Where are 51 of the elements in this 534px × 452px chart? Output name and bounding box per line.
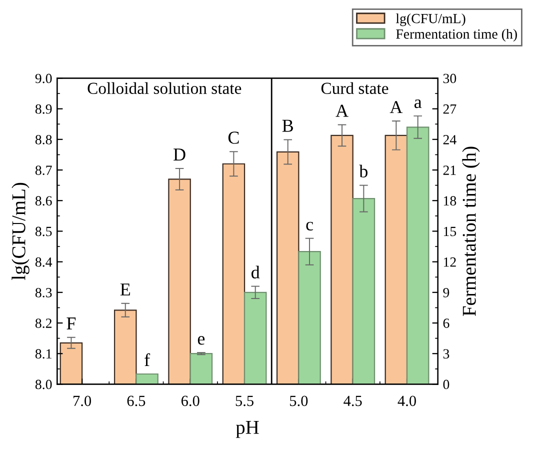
data-label: b: [359, 164, 368, 178]
x-tick-label: 4.5: [344, 396, 362, 406]
data-label: D: [174, 148, 186, 160]
y-tick-label: 8.0: [35, 380, 52, 390]
y-tick-label: 8.5: [35, 226, 52, 236]
y-tick-label: 8.4: [35, 257, 52, 267]
data-label: E: [120, 284, 130, 296]
data-label: f: [144, 353, 150, 366]
y-tick-label: 8.7: [35, 166, 52, 176]
y2-tick-label: 18: [444, 196, 456, 206]
annotation: Curd state: [321, 82, 388, 94]
x-tick-label: 5.0: [290, 396, 308, 406]
y-axis-title: lg(CFU/mL): [12, 182, 30, 280]
y2-tick-label: 9: [443, 288, 450, 298]
data-label: d: [252, 266, 260, 278]
y2-tick-label: 27: [443, 104, 456, 114]
y-tick-label: 8.1: [35, 349, 52, 359]
bar: [136, 373, 158, 384]
y2-tick-label: 0: [443, 380, 450, 390]
y2-axis-title: Fermentation time (h): [462, 146, 480, 316]
y2-tick-label: 3: [443, 349, 450, 359]
x-tick-label: 6.5: [127, 396, 146, 406]
data-label: A: [390, 101, 403, 114]
data-label: a: [414, 99, 422, 108]
data-label: c: [306, 222, 313, 231]
y2-tick-label: 30: [443, 74, 456, 84]
y-tick-label: 8.3: [35, 288, 52, 298]
y-tick-label: 8.2: [35, 318, 52, 328]
x-tick-label: 6.0: [181, 396, 200, 406]
x-tick-label: 7.0: [74, 396, 92, 406]
legend-label: lg(CFU/mL): [396, 13, 466, 26]
annotation: Colloidal solution state: [88, 82, 242, 94]
y-tick-label: 8.8: [35, 134, 52, 144]
y2-tick-label: 21: [443, 166, 456, 175]
data-label: A: [336, 104, 348, 117]
y2-tick-label: 12: [444, 257, 456, 267]
y2-tick-label: 15: [444, 226, 456, 236]
data-label: B: [282, 120, 293, 132]
data-label: C: [228, 132, 239, 144]
data-label: F: [66, 318, 76, 330]
y-tick-label: 8.9: [35, 104, 52, 114]
y2-tick-label: 6: [443, 318, 450, 328]
x-axis-title: pH: [236, 421, 259, 438]
data-label: e: [198, 336, 205, 345]
x-tick-label: 4.0: [398, 396, 416, 406]
bar: [190, 353, 213, 384]
legend-label: Fermentation time (h): [396, 28, 517, 42]
y2-tick-label: 24: [443, 135, 456, 144]
x-tick-label: 5.5: [236, 396, 254, 406]
y-tick-label: 9.0: [35, 74, 52, 84]
y-tick-label: 8.6: [35, 196, 52, 206]
